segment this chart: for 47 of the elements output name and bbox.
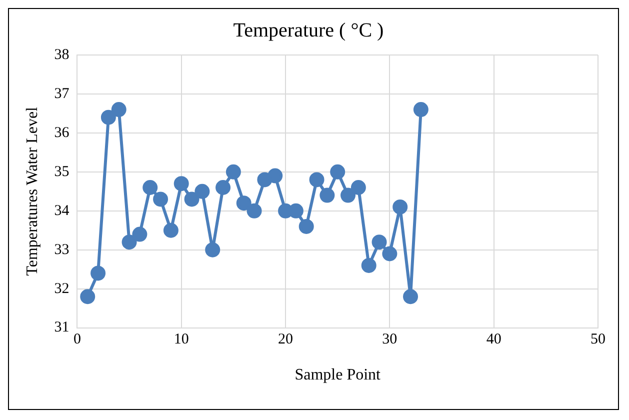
point — [320, 188, 335, 203]
point — [90, 266, 106, 281]
y-tick-label: 36 — [54, 124, 70, 141]
chart-title: Temperature ( °C ) — [233, 19, 384, 42]
point — [80, 289, 96, 304]
point — [372, 234, 387, 250]
point — [392, 199, 408, 214]
point — [246, 203, 262, 218]
y-tick-label: 31 — [54, 320, 70, 336]
point — [205, 242, 220, 258]
point — [163, 222, 178, 238]
y-tick-label: 34 — [54, 202, 70, 219]
y-tick-label: 38 — [54, 46, 70, 63]
point — [268, 168, 283, 184]
point — [216, 180, 231, 196]
point — [236, 196, 252, 211]
x-axis-title: Sample Point — [294, 366, 382, 384]
point — [100, 110, 116, 125]
y-tick-label: 37 — [54, 86, 70, 102]
y-tick-label: 32 — [54, 280, 70, 297]
x-tick-label: 20 — [278, 332, 294, 348]
point — [330, 164, 346, 180]
point — [298, 218, 314, 234]
x-tick-label: 0 — [73, 332, 81, 348]
point — [184, 192, 200, 207]
point — [194, 184, 210, 199]
point — [403, 289, 418, 304]
point — [122, 234, 137, 250]
x-tick-label: 40 — [486, 332, 502, 348]
point — [382, 246, 398, 262]
x-tick-label: 30 — [382, 332, 398, 348]
point — [132, 226, 148, 242]
x-tick-label: 10 — [174, 332, 189, 348]
y-axis-title: Temperatures Water Level — [24, 106, 41, 276]
point — [142, 180, 158, 196]
point — [111, 102, 126, 118]
point — [413, 102, 428, 118]
y-tick-label: 33 — [54, 242, 70, 258]
point — [309, 172, 324, 188]
point — [350, 180, 366, 196]
point — [153, 192, 168, 207]
point — [361, 258, 376, 273]
y-tick-label: 35 — [54, 164, 70, 180]
point — [226, 164, 241, 180]
point — [340, 188, 356, 203]
x-tick-label: 50 — [590, 332, 606, 348]
point — [174, 176, 189, 192]
